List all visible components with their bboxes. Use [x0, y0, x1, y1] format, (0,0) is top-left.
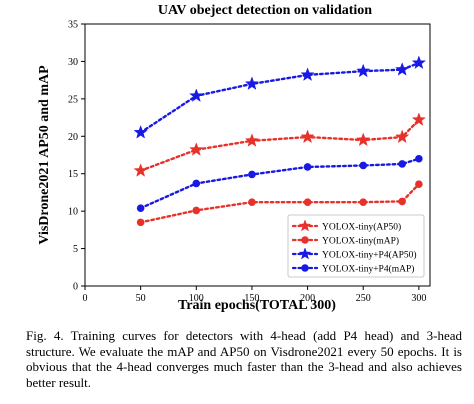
legend: YOLOX-tiny(AP50) YOLOX-tiny(mAP) YOLOX-tin… [287, 214, 425, 278]
x-tick-label: 50 [136, 293, 146, 304]
data-point [356, 63, 371, 78]
data-point [411, 55, 427, 70]
y-axis-ticks: 0 5 10 15 20 25 30 35 [68, 20, 85, 293]
data-point [303, 198, 312, 206]
chart-title: UAV obeject detection on validation [158, 3, 372, 18]
series-3 [136, 154, 423, 212]
data-point [356, 132, 371, 147]
y-tick-label: 20 [68, 132, 78, 143]
y-tick-label: 0 [73, 282, 78, 293]
data-point [398, 197, 406, 206]
data-point [244, 76, 260, 90]
data-point [415, 154, 423, 163]
data-point [244, 133, 260, 147]
x-tick-label: 250 [356, 293, 371, 304]
series-line [139, 118, 421, 172]
y-tick-label: 5 [73, 244, 78, 255]
data-point [303, 163, 312, 171]
data-point [300, 129, 315, 144]
series-line [139, 61, 421, 134]
data-point [248, 170, 256, 179]
data-point [359, 161, 368, 170]
data-point [189, 88, 204, 102]
series-layer [133, 55, 427, 227]
training-curves-chart: UAV obeject detection on validation 0 50 1… [37, 3, 431, 313]
x-tick-label: 150 [244, 293, 259, 304]
legend-marker [298, 247, 312, 260]
data-point [192, 206, 201, 215]
data-point [248, 198, 256, 206]
x-tick-label: 300 [411, 293, 426, 304]
data-point [395, 62, 410, 76]
figure-caption: Fig. 4. Training curves for detectors wi… [26, 328, 462, 390]
data-point [133, 125, 148, 139]
x-tick-label: 100 [189, 293, 204, 304]
y-tick-label: 25 [68, 94, 78, 105]
legend-entry: YOLOX-tiny+P4(mAP) [322, 263, 414, 274]
series-1 [136, 180, 423, 227]
data-point [192, 179, 201, 188]
legend-box [287, 214, 425, 278]
series-0 [133, 112, 427, 177]
x-tick-label: 0 [83, 293, 88, 304]
legend-marker [301, 264, 309, 272]
data-point [136, 218, 145, 227]
data-point [398, 160, 406, 168]
x-axis-ticks: 0 50 100 150 200 250 300 [83, 286, 426, 304]
legend-marker [298, 219, 312, 232]
x-tick-label: 200 [300, 293, 315, 304]
data-point [133, 163, 148, 177]
legend-entry: YOLOX-tiny(AP50) [322, 221, 401, 232]
y-tick-label: 35 [68, 20, 78, 31]
legend-entry: YOLOX-tiny+P4(AP50) [322, 249, 417, 260]
x-axis-label: Train epochs(TOTAL 300) [178, 298, 336, 313]
series-2 [133, 55, 427, 139]
data-point [189, 142, 204, 156]
data-point [415, 180, 423, 188]
y-axis-label: VisDrone2021 AP50 and mAP [37, 65, 52, 245]
legend-entry: YOLOX-tiny(mAP) [322, 235, 399, 246]
data-point [300, 67, 315, 81]
data-point [411, 112, 427, 126]
data-point [359, 198, 368, 206]
y-tick-label: 15 [68, 169, 78, 180]
plot-frame [84, 23, 431, 287]
y-tick-label: 10 [68, 207, 78, 218]
y-tick-label: 30 [68, 57, 78, 68]
legend-marker [301, 236, 309, 244]
data-point [136, 204, 145, 212]
data-point [395, 129, 410, 144]
